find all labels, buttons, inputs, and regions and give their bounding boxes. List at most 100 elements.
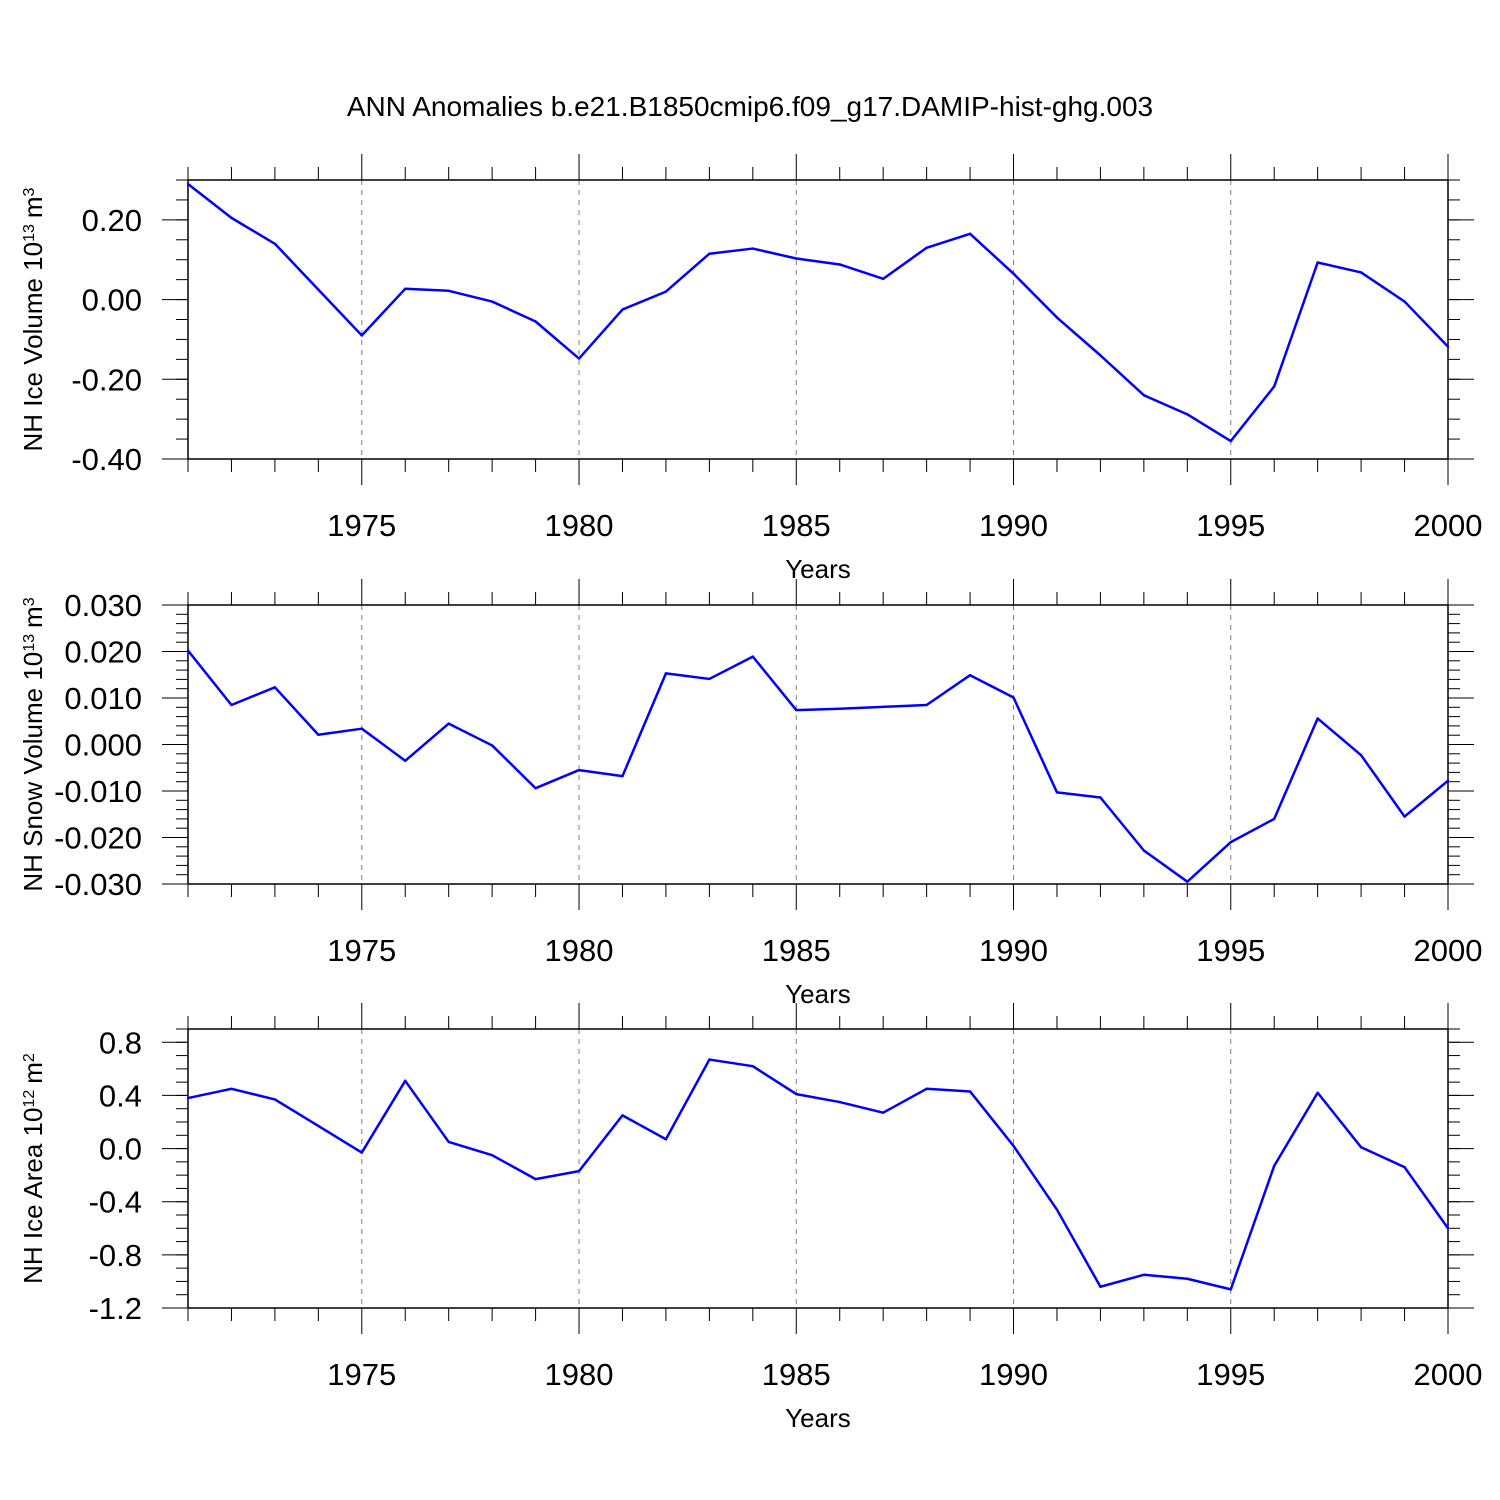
x-tick-label: 2000 bbox=[1414, 933, 1483, 968]
data-point bbox=[838, 1100, 841, 1104]
y-tick-label: 0.0 bbox=[99, 1132, 142, 1167]
y-tick-label: -0.8 bbox=[89, 1238, 142, 1273]
y-tick-label: 0.4 bbox=[99, 1078, 142, 1113]
data-point bbox=[317, 288, 320, 291]
data-point bbox=[186, 182, 190, 186]
y-tick-label: 0.20 bbox=[82, 203, 142, 238]
x-tick-label: 1995 bbox=[1196, 1357, 1265, 1392]
x-tick-label: 1985 bbox=[762, 508, 831, 543]
data-point bbox=[751, 655, 755, 658]
data-point bbox=[447, 722, 450, 725]
data-point bbox=[1055, 316, 1059, 319]
x-tick-label: 1975 bbox=[327, 1357, 396, 1392]
data-point bbox=[708, 677, 711, 681]
data-point bbox=[881, 1111, 885, 1114]
data-point bbox=[925, 1087, 928, 1090]
y-tick-label: 0.00 bbox=[82, 283, 142, 318]
data-point bbox=[751, 247, 755, 250]
x-axis-title: Years bbox=[785, 554, 851, 584]
data-point bbox=[490, 1154, 494, 1157]
data-point bbox=[1012, 272, 1015, 275]
data-point bbox=[404, 759, 407, 762]
data-point bbox=[273, 1098, 277, 1101]
x-tick-label: 1975 bbox=[327, 508, 396, 543]
data-point bbox=[708, 1058, 711, 1061]
x-axis-title: Years bbox=[785, 1403, 851, 1433]
y-tick-label: -0.40 bbox=[71, 442, 142, 477]
y-axis-title-exponent: 13 bbox=[21, 224, 38, 242]
data-point bbox=[968, 1090, 972, 1093]
data-point bbox=[795, 257, 798, 260]
data-point bbox=[1316, 261, 1319, 264]
x-tick-label: 1985 bbox=[762, 1357, 831, 1392]
data-point bbox=[1403, 300, 1406, 303]
data-point bbox=[838, 263, 841, 266]
data-point bbox=[751, 1065, 755, 1068]
data-point bbox=[230, 703, 233, 707]
y-axis-title-unit: m bbox=[18, 606, 48, 628]
x-tick-label: 1980 bbox=[545, 1357, 614, 1392]
data-point bbox=[1186, 880, 1189, 883]
y-axis-title-unit: m bbox=[18, 1062, 48, 1084]
y-tick-label: 0.020 bbox=[64, 635, 142, 670]
data-point bbox=[273, 242, 277, 245]
y-tick-label: 0.010 bbox=[64, 681, 142, 716]
data-point bbox=[230, 216, 233, 220]
series-line-2 bbox=[187, 649, 1449, 883]
data-point bbox=[1142, 1273, 1146, 1276]
data-point bbox=[1403, 815, 1406, 818]
data-point bbox=[404, 287, 407, 291]
y-tick-label: -0.020 bbox=[54, 821, 142, 856]
data-point bbox=[404, 1079, 407, 1083]
x-tick-label: 1985 bbox=[762, 933, 831, 968]
data-point bbox=[273, 686, 277, 689]
data-point bbox=[968, 232, 972, 236]
data-point bbox=[1142, 394, 1146, 397]
data-point bbox=[1273, 817, 1276, 821]
x-tick-label: 1990 bbox=[979, 933, 1048, 968]
data-point bbox=[1446, 779, 1450, 782]
data-point bbox=[621, 308, 624, 311]
y-axis-title-exponent: 13 bbox=[21, 634, 38, 652]
y-tick-label: 0.000 bbox=[64, 728, 142, 763]
data-point bbox=[1012, 1144, 1015, 1148]
data-point bbox=[1099, 354, 1102, 357]
data-point bbox=[1359, 271, 1363, 274]
y-tick-label: -1.2 bbox=[89, 1291, 142, 1326]
y-axis-title-unit-exponent: 3 bbox=[21, 597, 38, 606]
y-tick-label: 0.030 bbox=[64, 588, 142, 623]
panel-2: 0.030 0.020 0.010 0.000 -0.010 -0.020 -0.030 19… bbox=[18, 579, 1482, 1009]
y-axis-title-unit-exponent: 2 bbox=[21, 1053, 38, 1062]
data-point bbox=[447, 289, 450, 293]
data-point bbox=[708, 252, 711, 255]
data-point bbox=[1186, 1277, 1189, 1280]
y-tick-label: -0.4 bbox=[89, 1185, 142, 1220]
y-axis-title: NH Snow Volume 1013 m3 bbox=[18, 597, 48, 891]
data-point bbox=[360, 334, 363, 337]
x-tick-label: 1980 bbox=[545, 508, 614, 543]
data-point bbox=[534, 320, 537, 323]
y-axis-title-unit: m bbox=[18, 196, 48, 218]
x-tick-label: 1995 bbox=[1196, 508, 1265, 543]
data-point bbox=[1099, 796, 1102, 799]
y-axis-title: NH Ice Volume 1013 m3 bbox=[18, 187, 48, 451]
data-point bbox=[1099, 1285, 1102, 1288]
series-line-1 bbox=[187, 183, 1449, 443]
data-point bbox=[360, 727, 363, 730]
data-point bbox=[795, 1092, 798, 1096]
data-point bbox=[1055, 791, 1059, 794]
y-axis-title-text: NH Snow Volume 10 bbox=[18, 652, 48, 892]
x-axis-title: Years bbox=[785, 979, 851, 1009]
data-point bbox=[447, 1140, 450, 1144]
data-point bbox=[925, 703, 928, 707]
data-point bbox=[577, 357, 581, 360]
data-point bbox=[1273, 1164, 1276, 1168]
data-point bbox=[838, 707, 841, 710]
data-point bbox=[1316, 717, 1319, 720]
data-point bbox=[925, 246, 928, 249]
data-point bbox=[1055, 1208, 1059, 1211]
data-point bbox=[1229, 1288, 1232, 1291]
data-point bbox=[577, 1169, 581, 1173]
